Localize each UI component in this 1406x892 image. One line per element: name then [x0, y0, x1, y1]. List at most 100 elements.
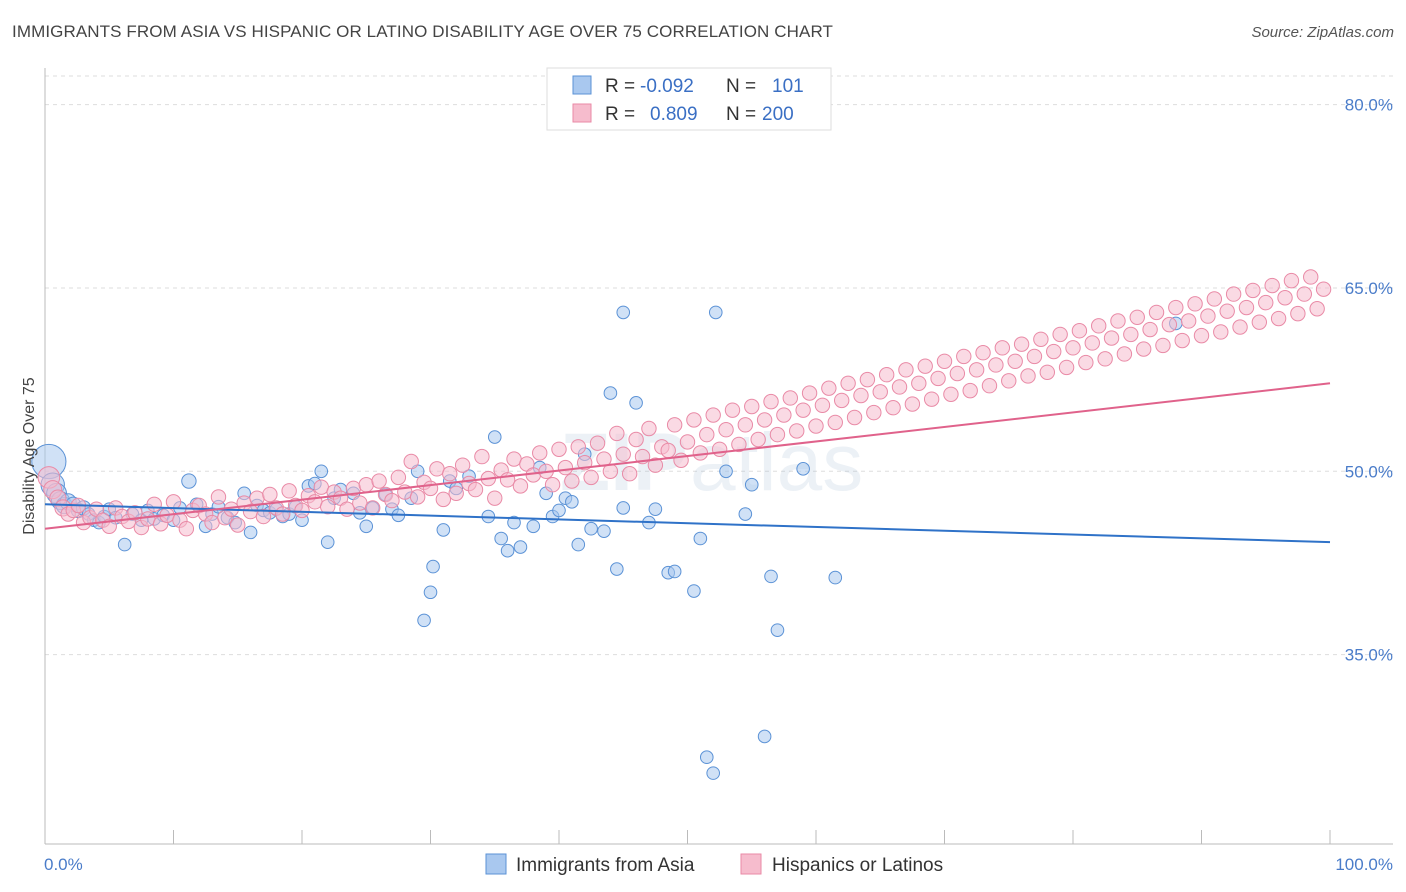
hispanic-point	[1052, 326, 1068, 343]
hispanic-point	[750, 431, 766, 448]
hispanic-point	[281, 483, 297, 499]
hispanic-point	[1020, 368, 1036, 384]
asia-point	[181, 473, 197, 489]
legend-r-value-asia: -0.092	[640, 76, 694, 97]
asia-point	[706, 766, 721, 780]
hispanic-point	[487, 490, 503, 506]
hispanic-point	[1193, 327, 1210, 344]
hispanic-point	[731, 436, 747, 453]
asia-point	[359, 519, 374, 534]
hispanic-point	[1013, 336, 1030, 352]
legend-n-label-asia: N =	[726, 76, 756, 97]
hispanic-point	[1110, 313, 1126, 329]
asia-point	[764, 569, 778, 584]
y-tick-labels: 35.0% 50.0% 65.0% 80.0%	[1345, 96, 1393, 665]
legend-top: R = -0.092 N = 101 R = 0.809 N = 200	[546, 67, 832, 131]
legend-n-value-hispanic: 200	[762, 104, 794, 125]
hispanic-point	[827, 414, 843, 431]
asia-point	[320, 535, 335, 549]
legend-r-label-asia: R =	[605, 76, 635, 97]
hispanic-point	[1148, 304, 1165, 321]
hispanic-point	[1219, 303, 1235, 319]
hispanic-point	[718, 422, 734, 438]
hispanic-point	[956, 348, 972, 365]
x-ticks	[44, 830, 1331, 844]
hispanic-point	[628, 431, 644, 448]
hispanic-point	[904, 396, 921, 412]
hispanic-point	[255, 508, 272, 525]
legend-swatch-hispanic	[572, 103, 592, 123]
asia-point	[423, 585, 438, 600]
asia-point	[687, 584, 701, 598]
hispanic-point	[1245, 282, 1261, 299]
hispanic-points	[37, 269, 1332, 537]
hispanic-point	[390, 469, 407, 486]
hispanic-point	[467, 481, 484, 498]
hispanic-point	[474, 448, 490, 465]
hispanic-point	[936, 353, 953, 369]
asia-point	[117, 537, 132, 552]
hispanic-point	[988, 357, 1004, 373]
hispanic-point	[364, 500, 381, 516]
hispanic-point	[275, 506, 291, 522]
y-tick-label: 35.0%	[1345, 646, 1393, 665]
hispanic-point	[1097, 351, 1113, 367]
hispanic-point	[834, 392, 850, 409]
hispanic-point	[1277, 290, 1293, 306]
hispanic-point	[1251, 314, 1268, 330]
asia-point	[487, 430, 502, 444]
hispanic-point	[705, 407, 721, 423]
hispanic-point	[358, 477, 374, 493]
hispanic-point	[1026, 348, 1043, 365]
legend-r-label-hispanic: R =	[605, 104, 635, 125]
asia-point	[719, 464, 733, 479]
hispanic-point	[409, 489, 426, 505]
hispanic-point	[1187, 296, 1203, 312]
asia-point	[616, 501, 631, 515]
asia-point	[500, 543, 515, 558]
hispanic-point	[943, 386, 959, 402]
hispanic-point	[621, 466, 638, 482]
asia-point	[648, 502, 663, 516]
legend-bottom: Immigrants from Asia Hispanics or Latino…	[485, 853, 943, 876]
hispanic-point	[949, 365, 966, 382]
asia-point	[708, 305, 723, 320]
hispanic-point	[210, 489, 227, 505]
hispanic-point	[1264, 277, 1280, 294]
hispanic-point	[609, 425, 625, 442]
asia-point	[243, 525, 258, 540]
hispanic-point	[230, 517, 246, 533]
hispanic-point	[917, 358, 933, 374]
hispanic-point	[564, 473, 580, 489]
hispanic-point	[1290, 305, 1306, 322]
hispanic-trend-line	[44, 382, 1331, 530]
hispanic-point	[583, 469, 599, 486]
asia-point	[552, 503, 566, 518]
hispanic-point	[1065, 340, 1081, 356]
hispanic-point	[313, 479, 329, 495]
asia-point	[667, 564, 682, 579]
asia-point	[417, 613, 431, 628]
hispanic-point	[821, 380, 837, 396]
hispanic-point	[859, 371, 876, 388]
hispanic-point	[1206, 291, 1223, 307]
hispanic-point	[1123, 326, 1139, 343]
hispanic-point	[660, 442, 676, 459]
asia-point	[693, 531, 708, 546]
legend-r-value-hispanic: 0.809	[650, 104, 698, 125]
asia-point	[603, 386, 618, 400]
x-tick-label-max: 100.0%	[1335, 855, 1393, 874]
hispanic-point	[872, 384, 888, 400]
hispanic-point	[1116, 346, 1133, 362]
hispanic-point	[544, 477, 561, 493]
hispanic-point	[686, 412, 702, 428]
hispanic-point	[1174, 332, 1190, 349]
legend-bottom-label-asia: Immigrants from Asia	[516, 855, 695, 876]
hispanic-point	[557, 459, 574, 476]
hispanic-point	[140, 511, 156, 527]
hispanic-point	[165, 494, 182, 510]
hispanic-point	[1225, 286, 1242, 302]
hispanic-point	[744, 398, 760, 415]
hispanic-point	[699, 426, 715, 443]
